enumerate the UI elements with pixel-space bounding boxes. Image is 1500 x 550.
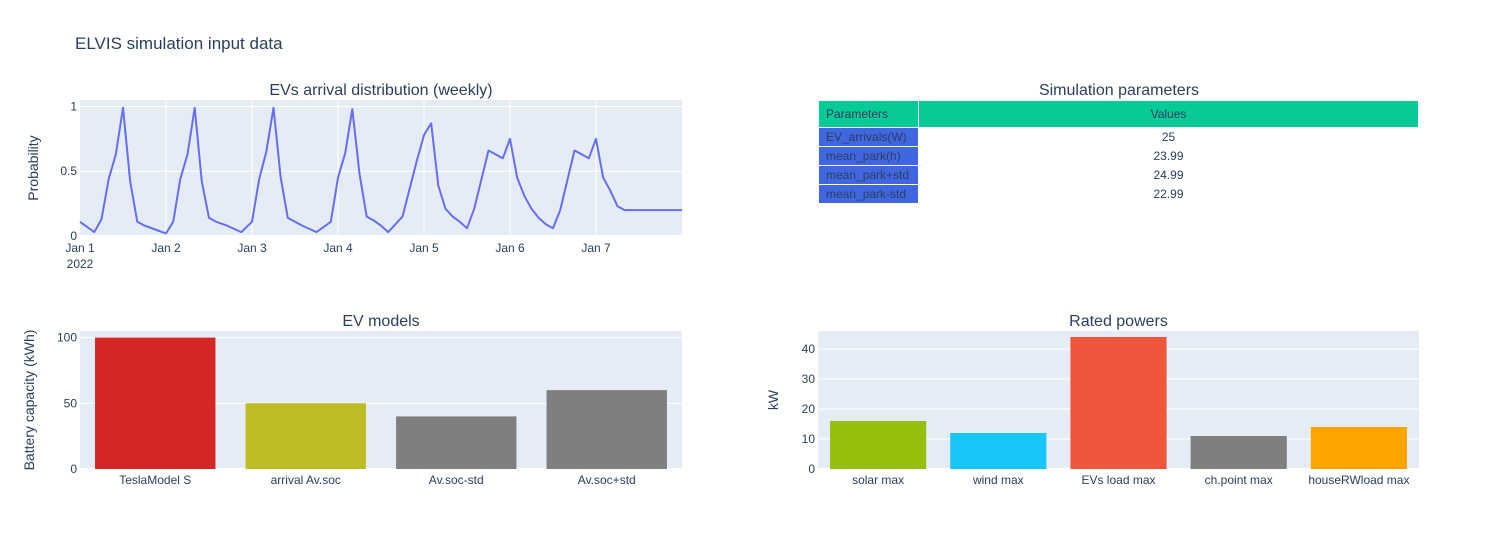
x-tick-label: EVs load max	[1081, 473, 1155, 487]
chart-title: EVs arrival distribution (weekly)	[269, 82, 492, 99]
bar-houserwload-max	[1310, 427, 1407, 469]
y-tick-label: 20	[802, 402, 816, 416]
x-tick-label: ch.point max	[1205, 473, 1273, 487]
x-tick-label: wind max	[972, 473, 1024, 487]
x-tick-label: Jan 1	[65, 241, 95, 255]
chart-title: Rated powers	[1069, 313, 1168, 330]
bar-ch-point-max	[1190, 436, 1287, 469]
y-tick-label: 30	[802, 372, 816, 386]
x-tick-label: Jan 2	[151, 241, 181, 255]
param-cell: mean_park(h)	[818, 146, 919, 166]
header-values: Values	[918, 100, 1419, 128]
x-tick-label: Av.soc-std	[429, 473, 484, 487]
bar-arrival-av-soc	[245, 403, 366, 469]
bar-teslamodel-s	[95, 337, 216, 469]
param-cell: mean_park+std	[818, 165, 919, 185]
x-tick-label: Av.soc+std	[578, 473, 636, 487]
bar-av-soc-std	[396, 416, 517, 469]
y-tick-label: 0	[808, 462, 815, 476]
value-cell: 22.99	[918, 184, 1419, 204]
rated-powers-bar-chart: 0 10 20 30 40 solar max wind max EVs load max ch…	[765, 313, 1419, 487]
x-tick-label: Jan 5	[409, 241, 439, 255]
x-tick-label: houseRWload max	[1308, 473, 1409, 487]
x-tick-label: arrival Av.soc	[271, 473, 341, 487]
table-row: mean_park(h) 23.99	[818, 146, 1419, 166]
x-tick-label: Jan 3	[237, 241, 267, 255]
y-axis-label: Battery capacity (kWh)	[21, 330, 37, 471]
table-header-row: Parameters Values	[818, 100, 1419, 128]
y-tick-label: 40	[802, 342, 816, 356]
value-cell: 24.99	[918, 165, 1419, 185]
x-tick-label: solar max	[852, 473, 904, 487]
y-tick-label: 0.5	[60, 164, 77, 178]
plot-background	[80, 100, 682, 236]
table-row: mean_park+std 24.99	[818, 165, 1419, 185]
x-tick-label: Jan 7	[581, 241, 611, 255]
y-tick-label: 100	[57, 331, 77, 345]
simulation-parameters-table: Parameters Values EV_arrivals(W) 25 mean…	[818, 100, 1419, 204]
x-tick-label: Jan 6	[495, 241, 525, 255]
x-tick-label: TeslaModel S	[119, 473, 191, 487]
x-tick-label: Jan 4	[323, 241, 353, 255]
value-cell: 25	[918, 127, 1419, 147]
header-parameters: Parameters	[818, 100, 919, 128]
y-tick-label: 50	[64, 396, 78, 410]
arrivals-line-chart: 0 0.5 1 Jan 1 2022 Jan 2 Jan 3 Jan 4 Jan 5 Jan 6 J…	[25, 82, 682, 271]
chart-title: EV models	[342, 313, 419, 330]
y-tick-label: 10	[802, 432, 816, 446]
arrival-probability-series	[79, 106, 682, 235]
figure-title: ELVIS simulation input data	[75, 34, 283, 53]
value-cell: 23.99	[918, 146, 1419, 166]
y-axis-label: kW	[765, 389, 781, 410]
bar-wind-max	[950, 433, 1047, 469]
y-tick-label: 1	[70, 99, 77, 113]
y-tick-label: 0	[70, 462, 77, 476]
bar-av-soc-std	[546, 390, 667, 469]
param-cell: mean_park-std	[818, 184, 919, 204]
table-row: mean_park-std 22.99	[818, 184, 1419, 204]
table-title: Simulation parameters	[1039, 82, 1199, 99]
y-tick-label: 0	[70, 229, 77, 243]
y-axis-label: Probability	[25, 135, 41, 200]
ev-models-bar-chart: 0 50 100 TeslaModel S arrival Av.soc Av.soc-s…	[21, 313, 682, 487]
bar-evs-load-max	[1070, 337, 1167, 469]
bar-solar-max	[830, 421, 927, 469]
x-tick-label: 2022	[67, 257, 94, 271]
param-cell: EV_arrivals(W)	[818, 127, 919, 147]
table-row: EV_arrivals(W) 25	[818, 127, 1419, 147]
